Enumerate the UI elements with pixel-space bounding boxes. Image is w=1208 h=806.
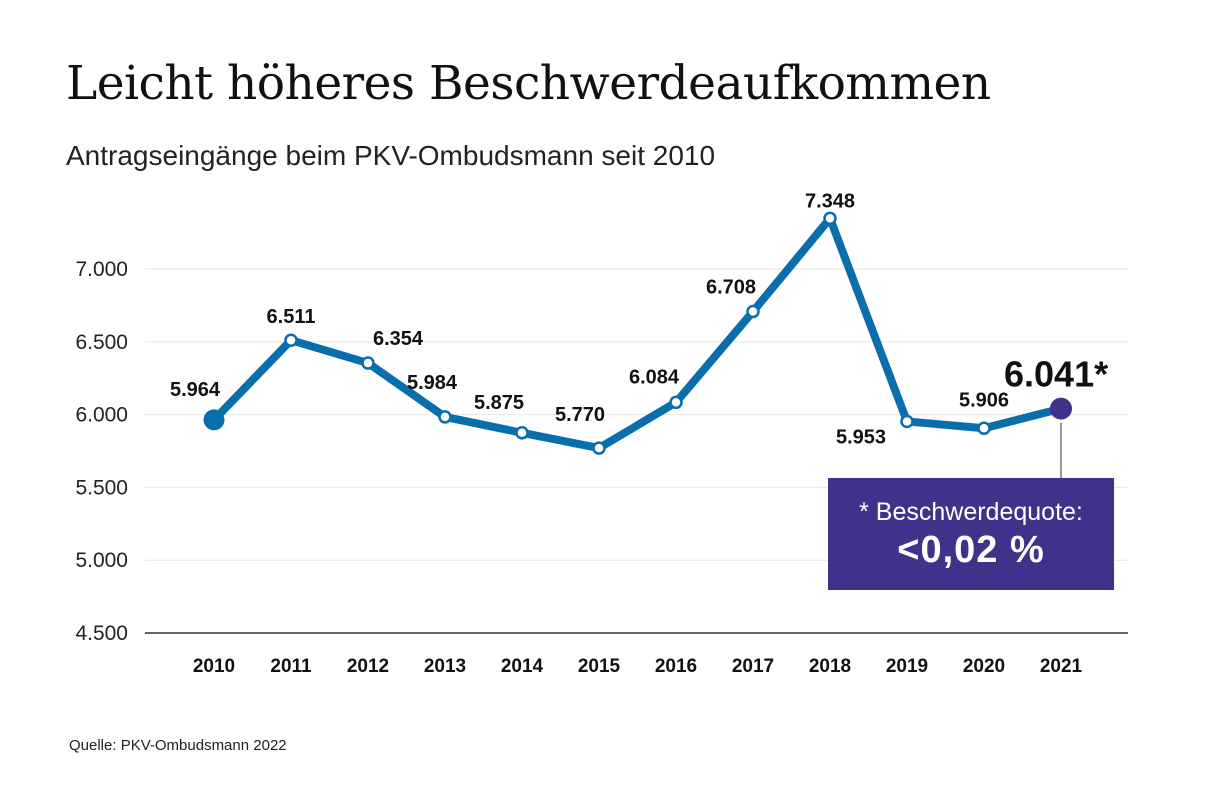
data-label: 5.984 <box>407 372 458 394</box>
data-label: 5.964 <box>170 379 221 401</box>
data-point <box>823 211 837 226</box>
data-point <box>746 304 760 319</box>
note-value: <0,02 % <box>897 529 1045 571</box>
y-tick-label: 5.000 <box>75 549 128 572</box>
data-point <box>515 426 529 440</box>
data-point <box>669 395 683 410</box>
data-point <box>284 333 298 347</box>
data-point <box>977 421 991 436</box>
x-tick-label: 2019 <box>886 656 928 677</box>
data-label: 5.953 <box>836 426 886 448</box>
y-axis-ticks: 4.500 5.000 5.500 6.000 6.500 7.000 <box>75 258 128 645</box>
data-point <box>361 356 375 370</box>
y-tick-label: 7.000 <box>75 258 128 281</box>
y-tick-label: 6.000 <box>75 404 128 427</box>
x-axis-ticks: 2010 2011 2012 2013 2014 2015 2016 2017 2018 2019… <box>193 656 1083 677</box>
data-labels: 5.964 6.511 6.354 5.984 5.875 5.770 6.084 6.708… <box>170 190 1108 448</box>
data-point-highlight <box>1050 397 1072 420</box>
x-tick-label: 2018 <box>809 656 851 677</box>
x-tick-label: 2017 <box>732 656 774 677</box>
data-point <box>592 441 606 455</box>
data-label: 6.708 <box>706 277 756 299</box>
chart-title: Leicht höheres Beschwerdeaufkommen <box>66 56 991 111</box>
data-label: 7.348 <box>805 190 855 212</box>
series-line <box>210 214 1065 453</box>
x-tick-label: 2015 <box>578 656 621 677</box>
data-label: 5.906 <box>959 389 1009 411</box>
x-tick-label: 2013 <box>424 656 466 677</box>
data-label: 6.354 <box>373 328 424 350</box>
source-note: Quelle: PKV-Ombudsmann 2022 <box>69 737 287 754</box>
y-tick-label: 5.500 <box>75 476 128 499</box>
data-label: 6.041* <box>1004 354 1108 395</box>
x-tick-label: 2014 <box>501 656 544 677</box>
data-point <box>900 414 914 429</box>
y-tick-label: 4.500 <box>75 622 128 645</box>
data-label: 6.084 <box>629 366 680 388</box>
data-points <box>203 211 1072 455</box>
chart-subtitle: Antragseingänge beim PKV-Ombudsmann seit… <box>66 140 716 171</box>
data-label: 6.511 <box>267 306 316 328</box>
x-tick-label: 2016 <box>655 656 697 677</box>
data-label: 5.770 <box>555 404 605 426</box>
data-point <box>438 410 452 424</box>
x-tick-label: 2020 <box>963 656 1005 677</box>
complaint-rate-note: * Beschwerdequote: <0,02 % <box>828 478 1114 590</box>
data-label: 5.875 <box>474 392 524 414</box>
x-tick-label: 2010 <box>193 656 235 677</box>
x-tick-label: 2012 <box>347 656 389 677</box>
note-label: * Beschwerdequote: <box>859 498 1083 526</box>
x-tick-label: 2011 <box>270 656 312 677</box>
y-tick-label: 6.500 <box>75 331 128 354</box>
x-tick-label: 2021 <box>1040 656 1083 677</box>
data-point-start <box>203 409 225 431</box>
